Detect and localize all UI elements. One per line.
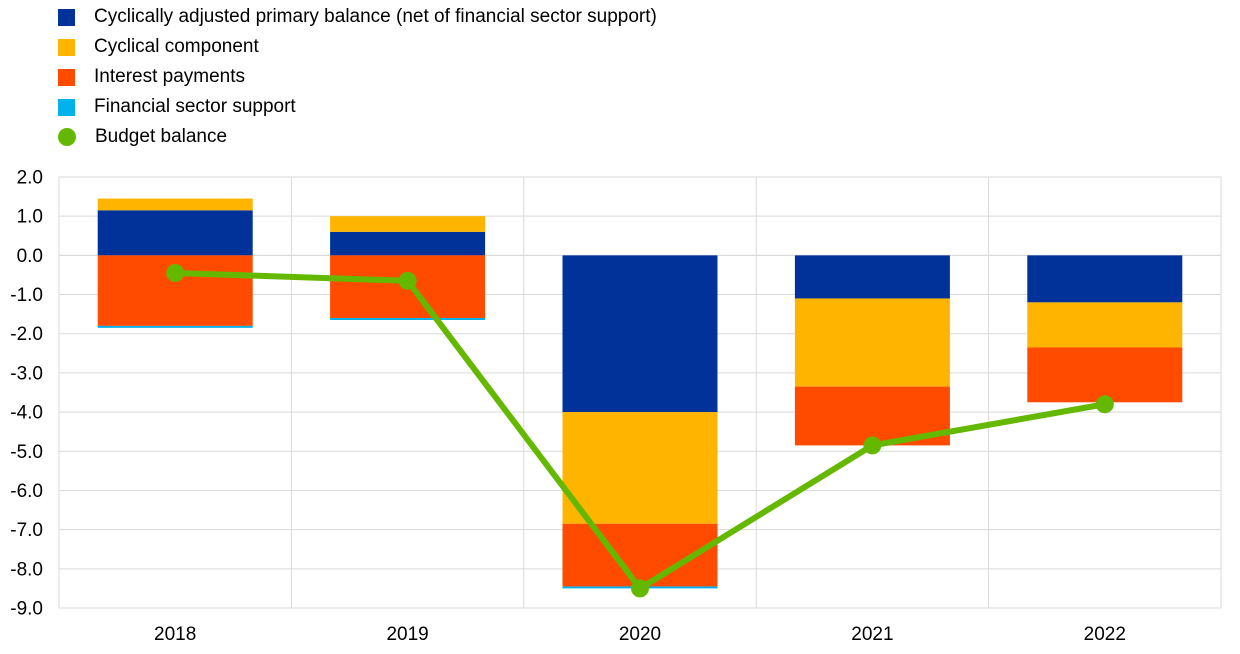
legend-swatch-dot xyxy=(58,128,76,146)
budget-balance-point xyxy=(863,436,882,455)
x-tick-label: 2020 xyxy=(619,624,661,645)
budget-balance-point xyxy=(631,579,649,598)
legend-label: Financial sector support xyxy=(94,96,296,117)
y-tick-label: -3.0 xyxy=(10,363,43,384)
legend-swatch xyxy=(58,98,75,116)
legend-swatch xyxy=(58,68,75,86)
bar-segment xyxy=(562,412,718,524)
y-tick-label: -5.0 xyxy=(10,442,43,463)
x-tick-label: 2022 xyxy=(1084,624,1126,645)
bar-segment xyxy=(330,318,486,321)
axes: 2.0 1.0 0.0 -1.0 -2.0 -3.0 -4.0 -5.0 -6.0 -7.0 -8.… xyxy=(10,168,1126,646)
legend-item-cyclically-adjusted-primary-balance: Cyclically adjusted primary balance (net… xyxy=(58,2,657,32)
y-tick-label: -1.0 xyxy=(10,285,43,306)
plot-frame xyxy=(58,176,1222,609)
y-tick-label: -6.0 xyxy=(10,481,43,502)
bar-segment xyxy=(97,325,253,328)
legend-label: Interest payments xyxy=(94,66,246,87)
bar-segment xyxy=(1027,347,1183,403)
legend-label: Cyclical component xyxy=(94,36,259,57)
y-tick-label: 0.0 xyxy=(17,246,43,267)
y-tick-label: -4.0 xyxy=(10,403,43,424)
x-tick-label: 2018 xyxy=(154,624,196,645)
legend-item-interest-payments: Interest payments xyxy=(58,62,657,92)
bars xyxy=(97,198,1183,589)
bar-segment xyxy=(562,255,718,413)
bar-segment xyxy=(1027,302,1183,348)
legend: Cyclically adjusted primary balance (net… xyxy=(58,2,657,152)
x-tick-label: 2019 xyxy=(386,624,428,645)
bar-segment xyxy=(97,210,253,256)
bar-segment xyxy=(794,255,950,299)
legend-item-financial-sector-support: Financial sector support xyxy=(58,92,657,122)
bar-segment xyxy=(330,231,486,256)
legend-item-budget-balance: Budget balance xyxy=(58,122,657,152)
bar-segment xyxy=(330,216,486,232)
legend-label: Cyclically adjusted primary balance (net… xyxy=(94,6,657,27)
y-tick-label: -9.0 xyxy=(10,599,43,620)
budget-balance-line xyxy=(166,263,1114,598)
x-tick-label: 2021 xyxy=(851,624,893,645)
budget-balance-point xyxy=(1095,395,1114,414)
y-tick-label: 2.0 xyxy=(17,168,43,189)
y-tick-label: -2.0 xyxy=(10,324,43,345)
legend-item-cyclical-component: Cyclical component xyxy=(58,32,657,62)
legend-label: Budget balance xyxy=(95,126,228,147)
budget-balance-point xyxy=(398,271,417,290)
legend-swatch xyxy=(58,38,75,56)
y-tick-label: -8.0 xyxy=(10,559,43,580)
budget-balance-point xyxy=(166,263,185,282)
y-tick-label: 1.0 xyxy=(17,207,43,228)
legend-swatch xyxy=(58,8,75,26)
y-tick-label: -7.0 xyxy=(10,520,43,541)
bar-segment xyxy=(794,298,950,387)
bar-segment xyxy=(97,198,253,211)
bar-segment xyxy=(1027,255,1183,303)
